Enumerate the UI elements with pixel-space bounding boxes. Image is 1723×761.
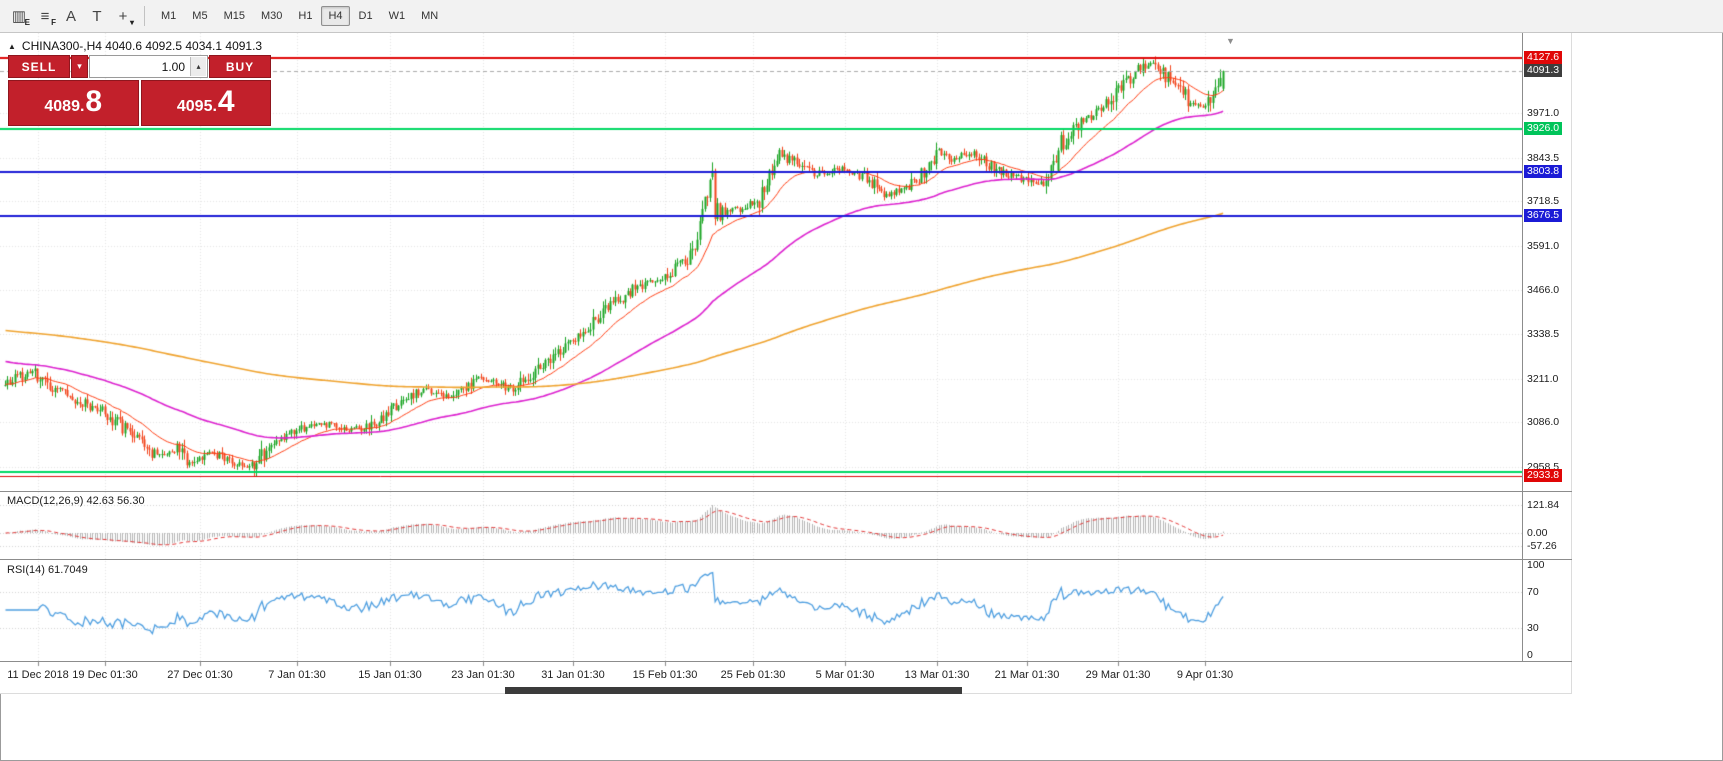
timeframe-mn-button[interactable]: MN bbox=[421, 10, 439, 22]
objects-list-sub-icon: F bbox=[51, 18, 56, 27]
buy-price-box[interactable]: 4095. 4 bbox=[140, 80, 271, 126]
time-tick: 19 Dec 01:30 bbox=[72, 669, 138, 681]
buy-price-main: 4095 bbox=[176, 98, 213, 115]
one-click-trading-panel: SELL ▾ ▴ BUY 4089.8 4095.4 bbox=[8, 55, 271, 126]
volume-field: ▴ bbox=[89, 55, 208, 78]
time-tick: 23 Jan 01:30 bbox=[451, 669, 515, 681]
price-line-label: 3676.5 bbox=[1524, 209, 1563, 222]
price-tick: 3086.0 bbox=[1527, 416, 1560, 428]
rsi-tick: 70 bbox=[1527, 586, 1539, 598]
bottom-strip bbox=[505, 687, 962, 694]
buy-price-dot: . bbox=[212, 98, 217, 115]
time-tick: 29 Mar 01:30 bbox=[1085, 669, 1151, 681]
price-tick: 3718.5 bbox=[1527, 195, 1560, 207]
macd-tick: 121.84 bbox=[1527, 499, 1560, 511]
toolbar-separator bbox=[144, 6, 145, 26]
pane-separator-macd[interactable] bbox=[0, 559, 1572, 560]
timeframe-h1-button[interactable]: H1 bbox=[298, 10, 313, 22]
rsi-tick: 30 bbox=[1527, 622, 1539, 634]
price-line-label: 4091.3 bbox=[1524, 64, 1563, 77]
symbol-ohlc-text: CHINA300-,H4 4040.6 4092.5 4034.1 4091.3 bbox=[21, 39, 263, 53]
label-tool-icon[interactable]: A bbox=[58, 4, 84, 28]
sell-button[interactable]: SELL bbox=[8, 55, 70, 78]
time-axis[interactable]: 11 Dec 2018 19 Dec 01:30 27 Dec 01:30 7 Jan… bbox=[0, 669, 1522, 685]
timeframe-h4-button[interactable]: H4 bbox=[321, 6, 350, 26]
buy-button[interactable]: BUY bbox=[209, 55, 271, 78]
timeframe-m30-button[interactable]: M30 bbox=[260, 10, 283, 22]
price-tick: 3591.0 bbox=[1527, 240, 1560, 252]
chart-mode-icon[interactable]: ▥ E bbox=[6, 4, 32, 28]
price-tick: 3843.5 bbox=[1527, 152, 1560, 164]
pane-separator-main[interactable] bbox=[0, 491, 1572, 492]
time-tick: 5 Mar 01:30 bbox=[815, 669, 875, 681]
text-tool-icon[interactable]: T bbox=[84, 4, 110, 28]
price-axis[interactable]: 3971.0 3843.5 3718.5 3591.0 3466.0 3338.5 3211… bbox=[1523, 33, 1572, 694]
timeframe-d1-button[interactable]: D1 bbox=[358, 10, 373, 22]
pane-separator-rsi[interactable] bbox=[0, 661, 1572, 662]
rsi-tick: 0 bbox=[1527, 649, 1533, 661]
objects-list-icon[interactable]: ≡ F bbox=[32, 4, 58, 28]
timeframe-m5-button[interactable]: M5 bbox=[192, 10, 208, 22]
price-line-label: 3926.0 bbox=[1524, 122, 1563, 135]
volume-input[interactable] bbox=[90, 56, 207, 77]
time-tick: 11 Dec 2018 bbox=[7, 669, 69, 681]
timeframe-w1-button[interactable]: W1 bbox=[388, 10, 406, 22]
crosshair-tool-glyph: + bbox=[118, 7, 128, 25]
chart-title: ▲ CHINA300-,H4 4040.6 4092.5 4034.1 4091… bbox=[8, 39, 262, 53]
price-tick: 3971.0 bbox=[1527, 107, 1560, 119]
price-tick: 3466.0 bbox=[1527, 284, 1560, 296]
price-line-label: 3803.8 bbox=[1524, 165, 1563, 178]
label-tool-glyph: A bbox=[65, 7, 76, 25]
rsi-indicator-label: RSI(14) 61.7049 bbox=[7, 564, 88, 576]
rsi-tick: 100 bbox=[1527, 559, 1545, 571]
volume-spinner-up[interactable]: ▴ bbox=[190, 57, 206, 76]
price-tick: 3338.5 bbox=[1527, 328, 1560, 340]
price-line-label: 4127.6 bbox=[1524, 51, 1563, 64]
time-tick: 13 Mar 01:30 bbox=[904, 669, 970, 681]
crosshair-tool-sub-icon: ▾ bbox=[129, 18, 134, 27]
main-toolbar: ▥ E ≡ F A T + ▾ M1 M5 M15 M30 H1 H4 D1 W1 MN bbox=[0, 0, 1723, 33]
chart-window: ▲ CHINA300-,H4 4040.6 4092.5 4034.1 4091… bbox=[0, 33, 1572, 694]
price-axis-border bbox=[1522, 33, 1523, 661]
sell-price-frac: 8 bbox=[85, 85, 103, 118]
tool-buttons: ▥ E ≡ F A T + ▾ bbox=[6, 4, 136, 28]
time-tick: 7 Jan 01:30 bbox=[268, 669, 326, 681]
time-tick: 31 Jan 01:30 bbox=[541, 669, 605, 681]
sell-price-main: 4089 bbox=[44, 98, 80, 115]
panel-collapse-icon[interactable]: ▲ bbox=[8, 41, 16, 51]
macd-tick: 0.00 bbox=[1527, 527, 1548, 539]
chart-mode-glyph: ▥ bbox=[11, 7, 27, 25]
sell-price-dot: . bbox=[79, 98, 85, 115]
time-tick: 27 Dec 01:30 bbox=[167, 669, 233, 681]
crosshair-tool-icon[interactable]: + ▾ bbox=[110, 4, 136, 28]
time-tick: 15 Jan 01:30 bbox=[358, 669, 422, 681]
macd-tick: -57.26 bbox=[1527, 540, 1557, 552]
objects-list-glyph: ≡ bbox=[40, 7, 50, 25]
time-tick: 25 Feb 01:30 bbox=[720, 669, 786, 681]
time-tick: 15 Feb 01:30 bbox=[632, 669, 698, 681]
order-type-dropdown[interactable]: ▾ bbox=[71, 55, 88, 78]
macd-indicator-label: MACD(12,26,9) 42.63 56.30 bbox=[7, 495, 145, 507]
price-tick: 3211.0 bbox=[1527, 373, 1559, 385]
chart-plot-canvas[interactable] bbox=[0, 33, 1522, 694]
chart-mode-sub-icon: E bbox=[24, 18, 30, 27]
timeframe-toolbar: M1 M5 M15 M30 H1 H4 D1 W1 MN bbox=[153, 6, 446, 26]
chart-shift-marker[interactable]: ▼ bbox=[1226, 36, 1235, 46]
price-line-label: 2933.8 bbox=[1524, 469, 1563, 482]
buy-price-frac: 4 bbox=[217, 85, 235, 118]
text-tool-glyph: T bbox=[92, 7, 102, 25]
timeframe-m1-button[interactable]: M1 bbox=[161, 10, 177, 22]
timeframe-m15-button[interactable]: M15 bbox=[223, 10, 245, 22]
sell-price-box[interactable]: 4089. 8 bbox=[8, 80, 139, 126]
time-tick: 9 Apr 01:30 bbox=[1176, 669, 1234, 681]
time-tick: 21 Mar 01:30 bbox=[994, 669, 1060, 681]
